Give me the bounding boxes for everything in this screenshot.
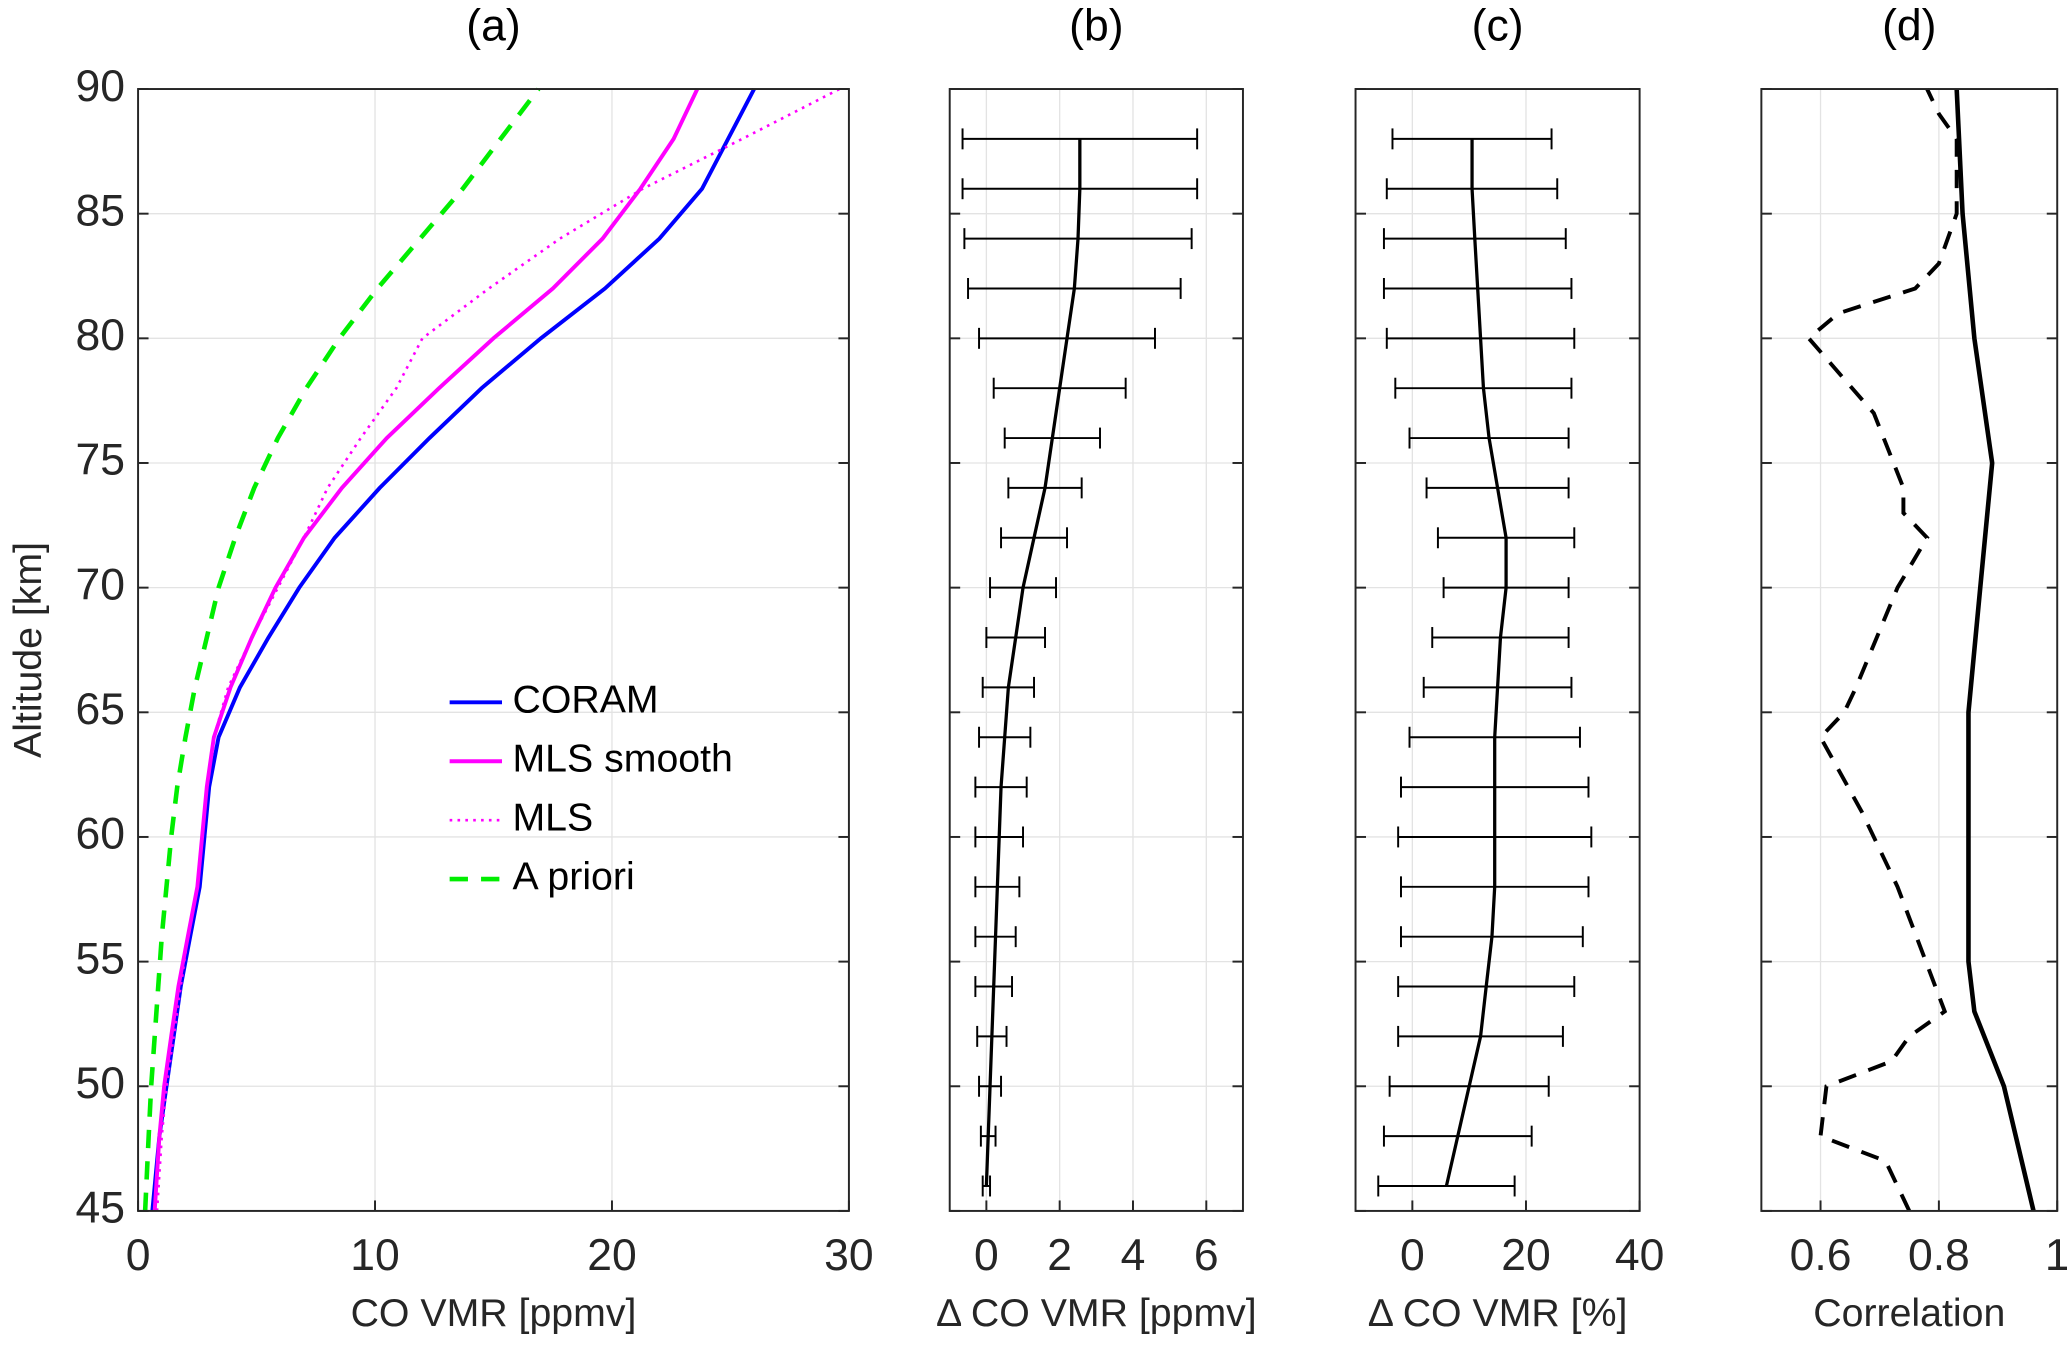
data-line [1444, 138, 1508, 1187]
x-tick-label: 1 [2045, 1231, 2067, 1280]
x-axis-label: Δ CO VMR [%] [1368, 1291, 1628, 1335]
axes-frame [1354, 88, 1641, 1212]
chart-title: (b) [1069, 2, 1123, 51]
x-tick-label: 6 [1194, 1231, 1219, 1280]
x-tick-label: 0 [1400, 1231, 1425, 1280]
y-tick-label: 75 [75, 436, 125, 485]
data-line [1954, 88, 2036, 1212]
y-axis-label: Altitude [km] [6, 542, 50, 758]
chart-title: (a) [466, 2, 520, 51]
x-tick-label: 2 [1047, 1231, 1072, 1280]
y-tick-label: 80 [75, 311, 125, 360]
y-tick-label: 85 [75, 186, 125, 235]
data-line [1805, 88, 1959, 1212]
y-tick-label: 45 [75, 1184, 125, 1233]
x-tick-label: 20 [587, 1231, 637, 1280]
plot-area [1761, 89, 2058, 1211]
x-axis-label: Correlation [1813, 1291, 2005, 1335]
x-tick-label: 0 [126, 1231, 151, 1280]
x-axis-label: CO VMR [ppmv] [351, 1291, 637, 1335]
plot-area [1355, 89, 1640, 1211]
y-tick-label: 90 [75, 62, 125, 111]
x-tick-label: 20 [1501, 1231, 1551, 1280]
x-tick-label: 0 [974, 1231, 999, 1280]
x-tick-label: 30 [824, 1231, 874, 1280]
data-line [150, 88, 756, 1212]
legend-label: CORAM [512, 678, 658, 722]
x-tick-label: 4 [1121, 1231, 1146, 1280]
chart-title: (d) [1882, 2, 1936, 51]
x-axis-label: Δ CO VMR [ppmv] [936, 1291, 1257, 1335]
data-line [142, 87, 541, 1212]
y-tick-label: 70 [75, 560, 125, 609]
legend-label: MLS smooth [512, 737, 732, 781]
y-tick-label: 60 [75, 810, 125, 859]
y-tick-label: 55 [75, 934, 125, 983]
x-tick-label: 0.6 [1790, 1231, 1852, 1280]
x-tick-label: 0.8 [1908, 1231, 1970, 1280]
plot-area [138, 89, 849, 1211]
x-tick-label: 40 [1615, 1231, 1665, 1280]
legend-label: MLS [512, 796, 593, 840]
plot-area [949, 89, 1243, 1211]
y-tick-label: 65 [75, 685, 125, 734]
axes-frame [1760, 88, 2059, 1212]
error-bar [961, 128, 1199, 150]
x-tick-label: 10 [350, 1231, 400, 1280]
legend: CORAM MLS smooth MLS A priori [449, 678, 733, 898]
chart-title: (c) [1472, 2, 1524, 51]
axes-frame [948, 88, 1244, 1212]
data-line [984, 138, 1082, 1187]
legend-label: A priori [512, 854, 634, 898]
axes-frame [137, 88, 850, 1212]
y-tick-label: 50 [75, 1059, 125, 1108]
error-bar [1391, 128, 1553, 150]
data-line [152, 88, 700, 1212]
